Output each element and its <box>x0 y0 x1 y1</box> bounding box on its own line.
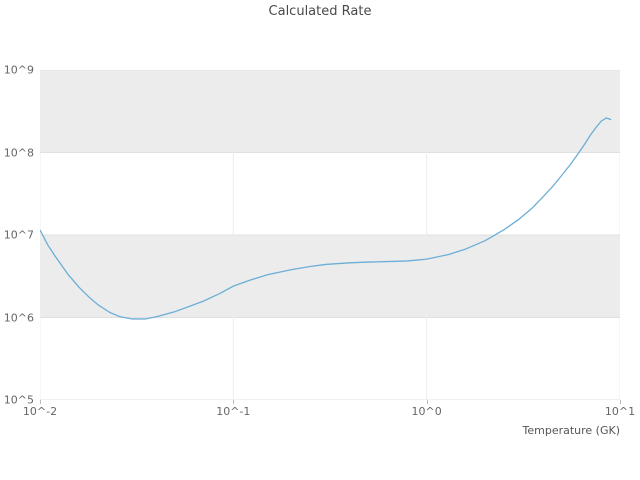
x-axis-label: Temperature (GK) <box>522 424 621 437</box>
x-tick-mark <box>620 400 621 404</box>
x-tick-label: 10^-2 <box>22 405 58 418</box>
x-tick-label: 10^-1 <box>216 405 251 418</box>
y-tick-label: 10^8 <box>3 146 34 159</box>
y-tick-label: 10^6 <box>3 311 34 324</box>
x-tick-label: 10^0 <box>411 405 442 418</box>
x-tick-mark <box>40 400 41 404</box>
y-tick-label: 10^9 <box>3 63 34 77</box>
chart-title: Calculated Rate <box>268 4 372 19</box>
y-tick-label: 10^7 <box>3 228 34 242</box>
y-tick-label: 10^5 <box>3 393 34 407</box>
x-tick-mark <box>233 400 235 404</box>
decade-band <box>40 152 620 235</box>
x-tick-label: 10^1 <box>604 405 636 418</box>
decade-band <box>40 235 620 318</box>
rate-line-series <box>40 117 612 320</box>
decade-band <box>40 70 620 153</box>
plot-area <box>40 70 620 400</box>
decade-band <box>40 317 620 400</box>
x-tick-mark <box>426 400 428 404</box>
